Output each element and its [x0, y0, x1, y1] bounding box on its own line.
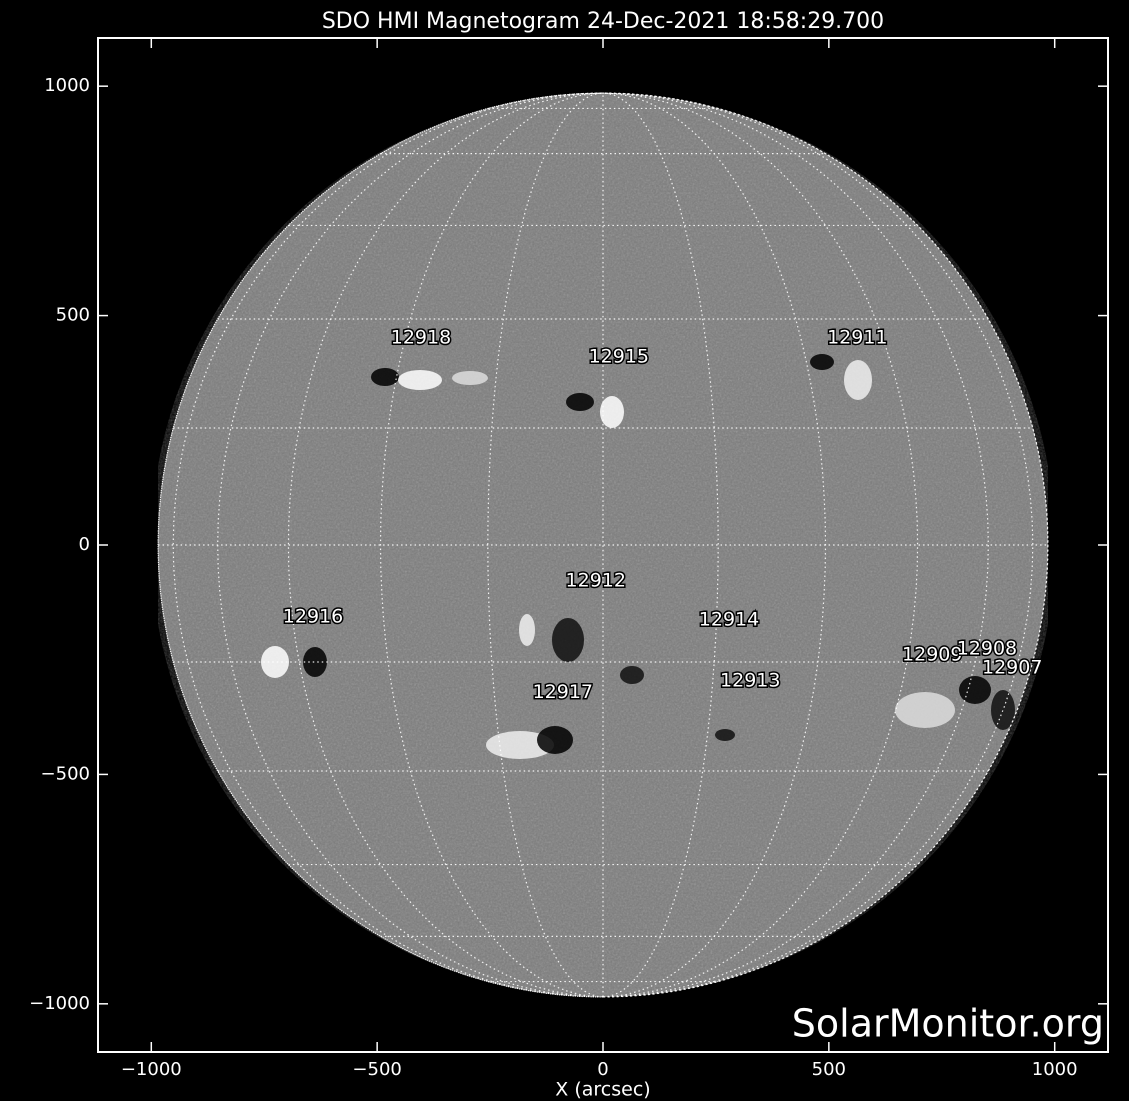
y-tick-label: 500 [56, 305, 90, 326]
longitude-line [602, 92, 919, 998]
limb [157, 92, 1049, 998]
magnetic-feature [600, 396, 624, 428]
longitude-line [379, 92, 604, 998]
longitude-line [602, 92, 1049, 998]
magnetic-feature [566, 393, 594, 411]
magnetic-feature [303, 647, 327, 677]
region-label: 12914 [699, 608, 759, 630]
y-tick-label: −1000 [29, 993, 90, 1014]
region-label: 12912 [566, 569, 626, 591]
region-label: 12918 [391, 327, 451, 349]
region-label: 12909 [902, 644, 962, 666]
magnetic-feature [537, 726, 573, 754]
longitude-line [487, 92, 604, 998]
longitude-line [172, 92, 604, 998]
region-label: 12908 [957, 638, 1017, 660]
magnetic-feature [844, 360, 872, 400]
x-tick-label: 0 [597, 1059, 608, 1080]
magnetic-feature [959, 676, 991, 704]
magnetic-feature [991, 690, 1015, 730]
watermark: SolarMonitor.org [792, 1002, 1104, 1046]
y-tick-label: 1000 [44, 75, 90, 96]
magnetic-feature [552, 618, 584, 662]
magnetic-feature [261, 646, 289, 678]
chart-title: SDO HMI Magnetogram 24-Dec-2021 18:58:29… [322, 9, 884, 34]
region-label: 12916 [283, 606, 343, 628]
magnetic-feature [398, 370, 442, 390]
y-tick-label: −500 [41, 763, 90, 784]
disk-texture [158, 93, 1048, 997]
x-tick-label: 1000 [1032, 1059, 1078, 1080]
x-tick-label: 500 [812, 1059, 846, 1080]
longitude-line [157, 92, 604, 998]
plot-area: 12918 12915 12911 12912 12916 12914 1290912908… [97, 37, 1109, 1053]
longitude-line [217, 92, 604, 998]
x-tick-label: −1000 [121, 1059, 182, 1080]
y-tick-label: 0 [79, 534, 90, 555]
magnetic-feature [452, 371, 488, 385]
region-label: 12907 [982, 656, 1042, 678]
magnetic-feature [371, 368, 399, 386]
longitude-line [287, 92, 604, 998]
magnetic-feature [895, 692, 955, 728]
magnetic-feature [519, 614, 535, 646]
noise [158, 93, 1048, 997]
x-axis-label: X (arcsec) [555, 1079, 650, 1101]
x-tick-label: −500 [352, 1059, 401, 1080]
magnetic-feature [486, 731, 554, 759]
region-label: 12917 [533, 681, 593, 703]
region-label: 12913 [720, 669, 780, 691]
magnetic-feature [810, 354, 834, 370]
region-label: 12915 [589, 345, 649, 367]
magnetic-feature [620, 666, 644, 684]
magnetic-feature [715, 729, 735, 741]
region-label: 12911 [827, 327, 887, 349]
